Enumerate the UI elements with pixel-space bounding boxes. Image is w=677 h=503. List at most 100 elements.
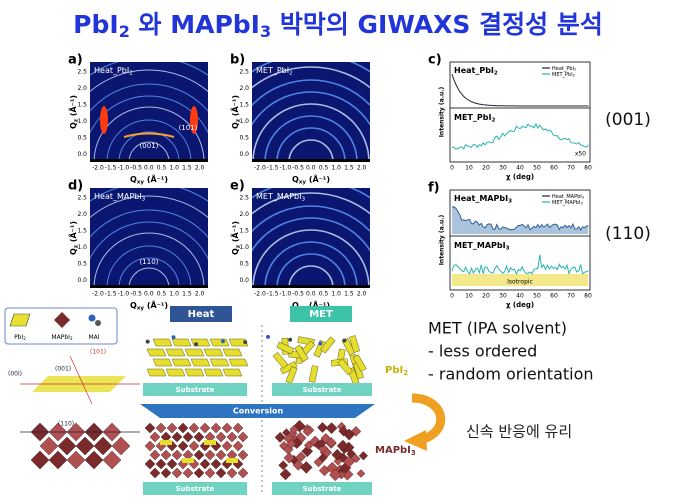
label: 1.0 [331,291,341,298]
mapbi3-octahedron [155,458,167,470]
ring [252,103,370,162]
label: -0.5 [292,165,304,172]
rings [90,188,208,288]
label: MET_MAPbI3 [454,241,510,251]
mapbi3-octahedron [30,450,50,470]
label-base: Q [69,122,78,129]
pbi2-block [171,338,192,347]
ring [90,209,208,238]
pbi2-block [190,358,211,367]
ring [90,83,208,112]
trace [451,254,589,276]
label: (001) [605,110,651,130]
label-base: Heat_MAPbI [94,192,142,201]
ring [264,115,358,162]
mai-molecule [266,334,271,339]
title-sub: 2 [119,22,130,41]
label: -0.5 [130,291,142,298]
label: Heat_MAPbI3 [552,194,584,200]
ring [93,106,205,162]
mapbi3-octahedron [309,435,322,448]
mapbi3-octahedron [193,449,205,461]
label: (001) [55,366,71,373]
label: -1.5 [267,165,279,172]
mapbi3-octahedron [226,467,238,479]
substrate [272,482,372,495]
label: -1.5 [105,165,117,172]
mapbi3-icon [54,312,70,328]
mai-molecule [171,335,176,340]
label: 0.5 [77,261,87,268]
label: 2.5 [77,69,87,76]
mapbi3-octahedron [111,436,131,456]
label: 1.0 [331,165,341,172]
label: 1.0 [77,244,87,251]
mapbi3-octahedron [188,422,200,434]
label: Qz (Å⁻¹) [68,221,79,255]
plot-frame [449,189,591,291]
label: 1.5 [77,228,87,235]
label: Intensity (a.u.) [439,86,446,137]
mapbi3-octahedron [331,448,344,461]
label-base: Q [130,175,137,184]
label: (110) [605,224,651,244]
label-sub: z [73,119,79,122]
mapbi3-octahedron [215,431,227,443]
label: 1.0 [239,118,249,125]
label: 40 [516,165,524,172]
label-base: Q [292,175,299,184]
label: MET_MAPbI3 [552,200,583,206]
label: (101) [90,349,106,356]
label-sub: xy [299,179,307,185]
mapbi3-octahedron [293,419,306,433]
label: 1.0 [239,244,249,251]
label: 2.0 [239,85,249,92]
label: 1.5 [182,165,192,172]
mapbi3-octahedron [48,450,68,470]
label: 2.0 [195,291,205,298]
mapbi3-octahedron [66,450,86,470]
label: 60 [550,293,558,300]
pbi2-block [184,368,205,377]
substrate [272,383,372,396]
label: 0.5 [77,135,87,142]
mapbi3-octahedron [204,467,216,479]
mapbi3-octahedron [75,436,95,456]
label: Qz (Å⁻¹) [230,221,241,255]
label: 0.5 [157,165,167,172]
mapbi3-octahedron [93,436,113,456]
label: Heat_MAPbI3 [454,194,512,204]
mapbi3-octahedron [204,449,216,461]
fill-area [452,206,589,234]
hot-spot [190,106,198,134]
label-sub: 3 [508,198,512,204]
pbi2-block [203,368,224,377]
label: Substrate [176,386,215,394]
ring [288,265,334,288]
label-base: MET_MAPbI [454,241,506,250]
label: 0.0 [239,151,249,158]
label: 2.5 [239,69,249,76]
title-part: 와 MAPbI [130,10,260,39]
label-base: PbI [385,365,403,376]
label: 2.0 [195,165,205,172]
label-sub: 2 [491,117,495,123]
pbi2-block [146,368,167,377]
label-unit: (Å⁻¹) [144,300,168,310]
mapbi3-octahedron [221,422,233,434]
label-unit: (Å⁻¹) [306,174,330,184]
hot-spot [100,106,108,134]
label-unit: (Å⁻¹) [306,300,330,310]
label-unit: (Å⁻¹) [68,95,78,119]
mapbi3-octahedron [182,431,194,443]
label: 2.0 [239,211,249,218]
label: -1.0 [280,165,292,172]
mapbi3-octahedron [210,458,222,470]
label-base: MAPbI [51,334,70,341]
mapbi3-octahedron [182,467,194,479]
label-unit: (Å⁻¹) [68,221,78,245]
trace [451,122,589,150]
label: 1.5 [344,165,354,172]
mapbi3-octahedron [350,426,362,437]
